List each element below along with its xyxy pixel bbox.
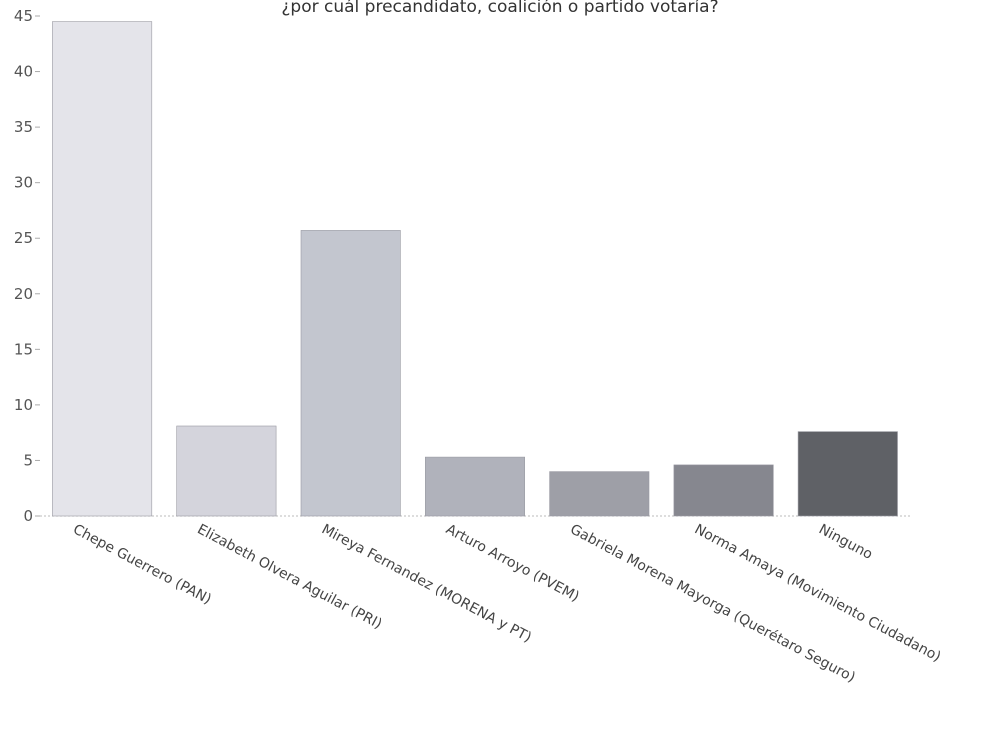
y-tick-label: 10 [14, 396, 33, 414]
x-axis: Chepe Guerrero (PAN)Elizabeth Olvera Agu… [70, 521, 943, 686]
x-tick-label: Mireya Fernandez (MORENA y PT) [319, 521, 534, 646]
x-tick-label: Chepe Guerrero (PAN) [70, 521, 214, 607]
y-tick-label: 25 [14, 229, 33, 247]
y-tick-label: 45 [14, 7, 33, 25]
bar [797, 431, 898, 517]
bar [673, 464, 774, 517]
chart-title: ¿por cuál precandidato, coalición o part… [281, 0, 718, 17]
y-tick-label: 15 [14, 340, 33, 358]
x-tick-label: Ninguno [816, 521, 875, 563]
x-tick-label: Norma Amaya (Movimiento Ciudadano) [692, 521, 944, 665]
bars [52, 21, 898, 517]
y-tick-label: 30 [14, 174, 33, 192]
y-tick-label: 0 [23, 507, 33, 525]
y-tick-label: 20 [14, 285, 33, 303]
bar [176, 425, 277, 517]
bar [300, 230, 401, 517]
bar [52, 21, 153, 517]
bar [424, 456, 525, 517]
y-axis: 0 5 10 15 20 25 30 35 40 45 [14, 7, 40, 525]
y-tick-label: 40 [14, 63, 33, 81]
x-tick-label: Arturo Arroyo (PVEM) [443, 521, 582, 605]
y-tick-label: 35 [14, 118, 33, 136]
bar [549, 471, 650, 517]
y-tick-label: 5 [23, 451, 33, 469]
